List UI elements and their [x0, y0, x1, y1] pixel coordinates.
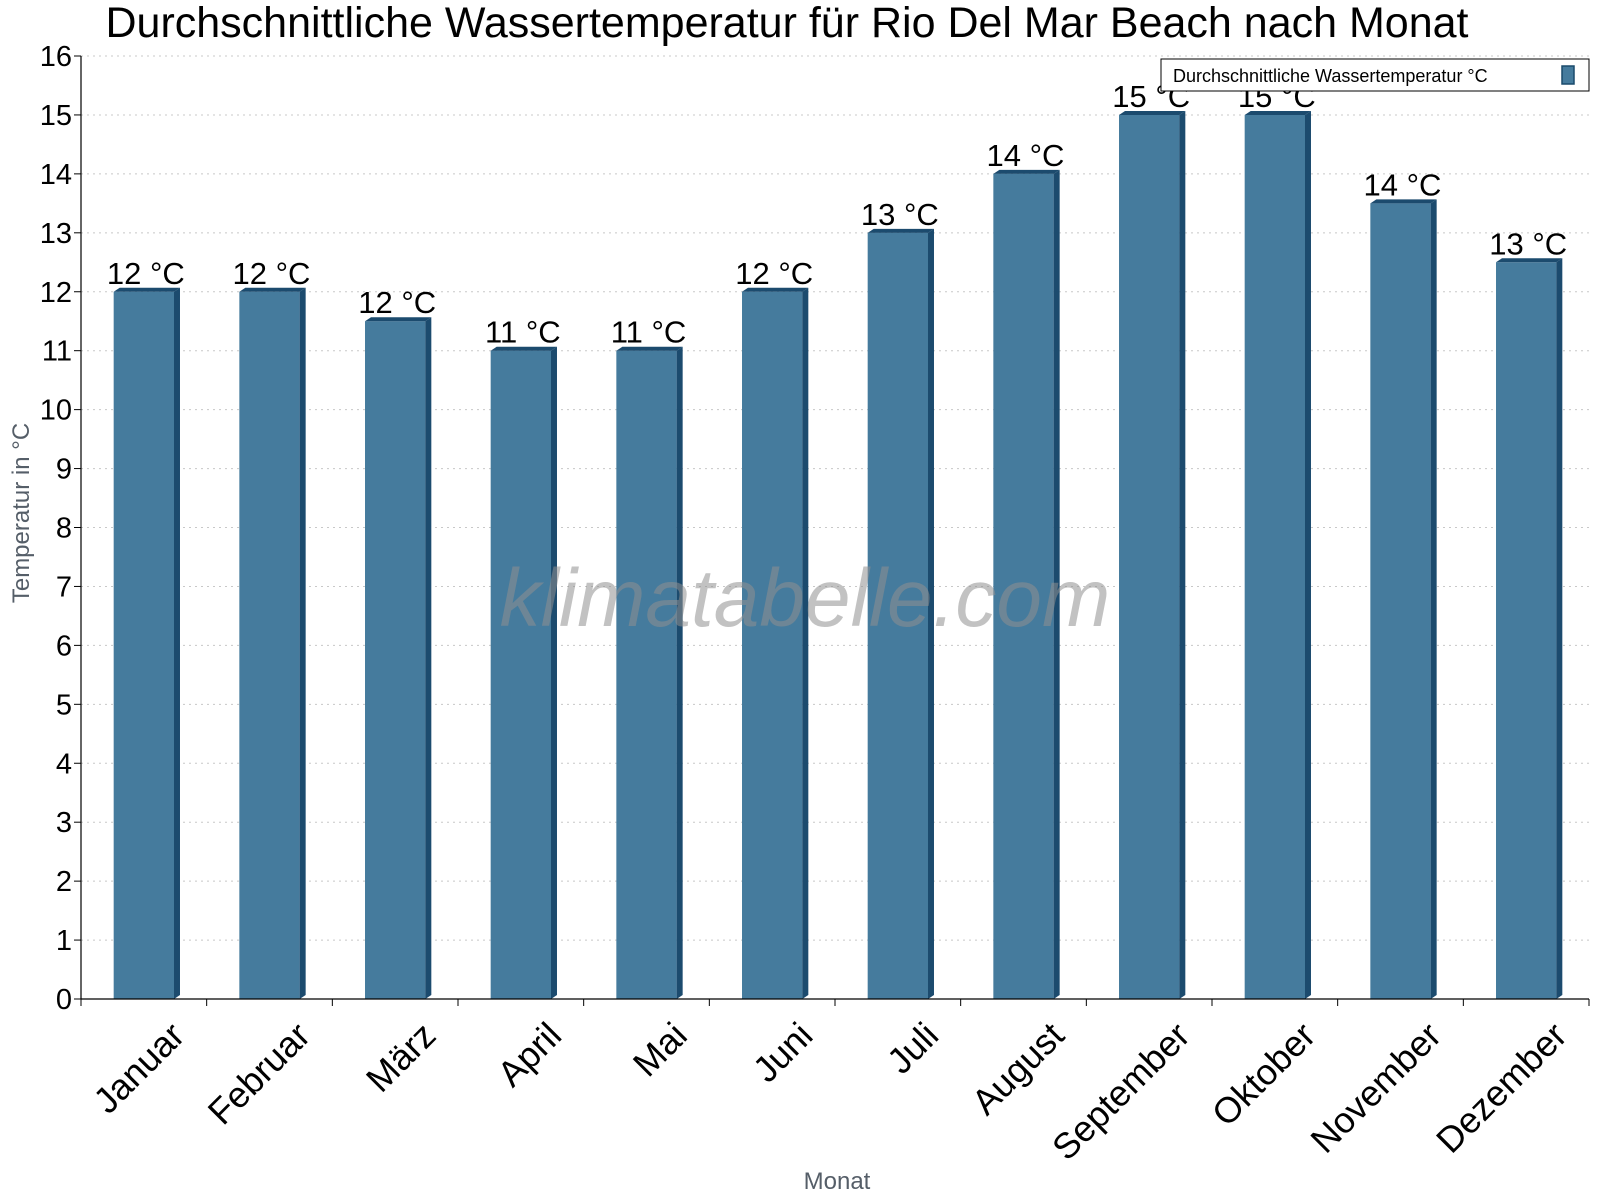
y-axis-title: Temperatur in °C	[8, 423, 35, 603]
bar	[867, 228, 934, 999]
bar-value-label: 11 °C	[611, 315, 687, 350]
bar	[1119, 110, 1186, 999]
bar-front	[490, 350, 551, 999]
bar	[616, 346, 683, 999]
bar-value-label: 13 °C	[861, 197, 939, 232]
y-tick-label: 9	[56, 454, 72, 486]
y-tick-label: 0	[56, 984, 72, 1016]
bar-top	[239, 287, 306, 292]
bar-side	[425, 317, 432, 999]
y-tick-label: 11	[42, 336, 72, 368]
bar	[490, 346, 557, 999]
bar-front	[1496, 262, 1557, 999]
bar-value-label: 14 °C	[987, 138, 1065, 173]
bar-top	[993, 169, 1060, 174]
bar-front	[1370, 203, 1431, 999]
y-tick-label: 15	[40, 100, 72, 132]
bar-value-label: 13 °C	[1489, 226, 1567, 261]
bar-side	[173, 287, 180, 999]
bar-value-label: 12 °C	[735, 256, 813, 291]
bar-side	[1556, 258, 1563, 999]
y-tick-label: 13	[40, 218, 72, 250]
bar-front	[742, 291, 803, 999]
y-tick-label: 1	[56, 925, 72, 957]
legend-box	[1160, 58, 1590, 92]
y-tick-label: 2	[56, 866, 72, 898]
legend-label: Durchschnittliche Wassertemperatur °C	[1173, 66, 1488, 86]
bar-front	[1244, 114, 1305, 999]
bar-top	[365, 317, 432, 322]
legend: Durchschnittliche Wassertemperatur °C	[1160, 58, 1590, 92]
bar-top	[113, 287, 180, 292]
watermark: klimatabelle.com	[500, 553, 1111, 644]
bar	[365, 317, 432, 999]
bar-side	[1304, 110, 1311, 999]
bar-value-label: 14 °C	[1364, 167, 1442, 202]
bar-top	[616, 346, 683, 351]
bar	[1370, 199, 1437, 999]
y-tick-label: 10	[40, 395, 72, 427]
y-tick-label: 8	[56, 513, 72, 545]
bar-side	[1430, 199, 1437, 999]
bar-side	[299, 287, 306, 999]
bar-side	[676, 346, 683, 999]
bar-front	[113, 291, 174, 999]
bar-side	[550, 346, 557, 999]
y-tick-label: 12	[40, 277, 72, 309]
y-tick-label: 16	[40, 41, 72, 73]
x-axis-title: Monat	[804, 1168, 871, 1195]
y-tick-label: 14	[40, 159, 72, 191]
bar-top	[1370, 199, 1437, 204]
bar-front	[867, 232, 928, 999]
bar-side	[802, 287, 809, 999]
bar	[742, 287, 809, 999]
bar-value-label: 12 °C	[233, 256, 311, 291]
bar	[993, 169, 1060, 999]
bar-top	[742, 287, 809, 292]
bars	[113, 110, 1563, 999]
legend-swatch	[1561, 65, 1575, 85]
bar	[239, 287, 306, 999]
bar-value-label: 11 °C	[485, 315, 561, 350]
bar	[1496, 258, 1563, 999]
bar-side	[1053, 169, 1060, 999]
bar-value-label: 12 °C	[358, 285, 436, 320]
bar-value-label: 12 °C	[107, 256, 185, 291]
bar-front	[993, 173, 1054, 999]
bar-top	[490, 346, 557, 351]
bar-side	[1179, 110, 1186, 999]
bar-top	[1496, 258, 1563, 263]
bar	[1244, 110, 1311, 999]
bar-front	[239, 291, 300, 999]
bar-top	[1119, 110, 1186, 115]
y-tick-label: 7	[56, 571, 72, 603]
bar	[113, 287, 180, 999]
bar-labels: 12 °C 12 °C 12 °C 11 °C 11 °C 12 °C 13 °C 14 °C…	[107, 79, 1567, 350]
bar-front	[365, 321, 426, 999]
y-tick-label: 4	[56, 748, 72, 780]
y-tick-label: 5	[56, 689, 72, 721]
y-tick-label: 3	[56, 807, 72, 839]
bar-side	[927, 228, 934, 999]
chart-title: Durchschnittliche Wassertemperatur für R…	[105, 0, 1468, 47]
bar-front	[1119, 114, 1180, 999]
bar-top	[867, 228, 934, 233]
bar-front	[616, 350, 677, 999]
bar-top	[1244, 110, 1311, 115]
y-tick-label: 6	[56, 630, 72, 662]
